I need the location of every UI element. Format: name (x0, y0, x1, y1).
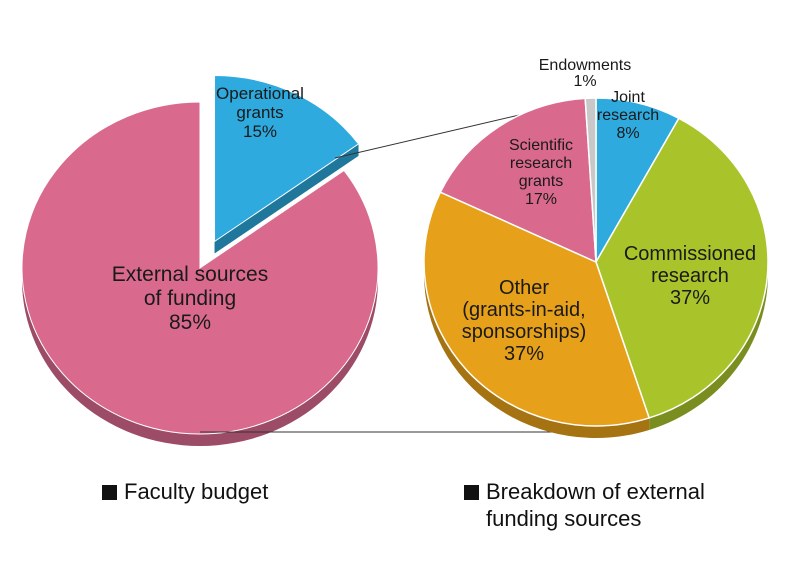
external-funding-pie (423, 97, 769, 438)
label-scientific-research-grants-line-4: 17% (525, 191, 557, 208)
label-operational-grants-line-3: 15% (243, 122, 277, 141)
label-external-sources-line-3: 85% (169, 311, 211, 334)
caption-square-icon (464, 485, 479, 500)
faculty-budget-pie (21, 74, 379, 446)
label-other-grants-line-3: sponsorships) (462, 321, 587, 343)
label-operational-grants: Operational grants 15% (216, 84, 304, 141)
label-commissioned-research-line-2: research (651, 265, 729, 287)
label-scientific-research-grants: Scientific research grants 17% (509, 137, 573, 208)
label-other-grants-line-1: Other (499, 277, 549, 299)
label-joint-research-line-1: Joint (611, 89, 645, 106)
external-breakdown-caption-line-2: funding sources (486, 506, 642, 531)
label-operational-grants-line-2: grants (236, 103, 283, 122)
slice-endowments (584, 97, 597, 263)
slice-scientific (439, 97, 597, 264)
label-external-sources-line-2: of funding (144, 287, 236, 310)
label-commissioned-research-line-1: Commissioned (624, 243, 756, 265)
label-external-sources: External sources of funding 85% (112, 263, 268, 334)
label-endowments: Endowments 1% (539, 57, 632, 90)
slice-other-edge (424, 262, 650, 438)
label-other-grants-line-4: 37% (504, 343, 544, 365)
label-other-grants: Other (grants-in-aid, sponsorships) 37% (462, 277, 587, 365)
label-endowments-line-2: 1% (573, 73, 596, 90)
slice-operational (214, 74, 360, 243)
label-endowments-line-1: Endowments (539, 57, 632, 74)
label-scientific-research-grants-line-2: research (510, 155, 572, 172)
caption-square-icon (102, 485, 117, 500)
faculty-budget-caption: Faculty budget (102, 478, 268, 505)
slice-other (423, 191, 651, 427)
label-scientific-research-grants-line-3: grants (519, 173, 563, 190)
label-scientific-research-grants-line-1: Scientific (509, 137, 573, 154)
slice-commissioned (595, 117, 769, 419)
label-commissioned-research-line-3: 37% (670, 287, 710, 309)
label-operational-grants-line-1: Operational (216, 84, 304, 103)
label-other-grants-line-2: (grants-in-aid, (462, 299, 585, 321)
label-commissioned-research: Commissioned research 37% (624, 243, 756, 309)
label-external-sources-line-1: External sources (112, 263, 268, 286)
slice-labels: Operational grants 15%External sources of f… (112, 57, 756, 365)
slice-operational-face (214, 143, 359, 254)
external-breakdown-caption: Breakdown of external funding sources (464, 478, 764, 532)
label-joint-research-line-2: research (597, 107, 659, 124)
slice-external-sources (21, 101, 379, 435)
external-breakdown-caption-line-1: Breakdown of external (486, 479, 705, 504)
label-joint-research: Joint research 8% (597, 89, 659, 142)
label-joint-research-line-3: 8% (616, 125, 639, 142)
faculty-budget-caption-text: Faculty budget (124, 479, 269, 504)
